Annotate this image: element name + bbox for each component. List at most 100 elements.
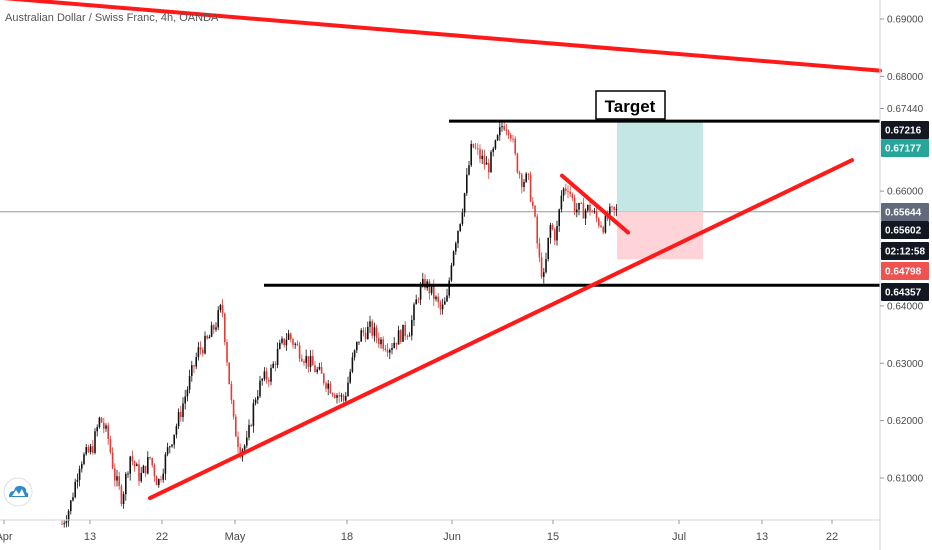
candle-body [173,434,175,445]
candle-body [314,365,316,373]
candle-body [208,336,211,339]
candle [307,356,310,373]
candle [303,359,305,366]
candle [615,204,618,217]
candle-body [587,205,589,211]
tradingview-cloud-icon[interactable] [3,477,33,507]
target-box[interactable] [595,90,666,120]
candle [166,442,169,457]
candle [226,339,228,366]
candle [316,366,318,375]
candle-body [184,396,186,404]
candle-body [195,357,197,367]
candle-body [312,355,314,366]
candle-body [206,335,208,339]
candle [369,315,371,334]
candle-body [417,299,420,301]
candle [593,207,596,214]
candle [114,463,116,487]
candle-body [545,259,547,273]
candle-body [340,395,343,397]
candle [494,139,497,151]
candle-body [268,379,270,382]
candle-body [153,465,156,477]
candle-body [463,193,466,213]
candle-body [430,285,433,294]
rising-support-trendline[interactable] [148,158,854,501]
price-badge-label: 0.67177 [885,144,922,155]
candle [349,368,351,385]
candle [63,520,65,528]
candle-body [166,447,169,455]
candle-body [191,365,193,377]
candle-body [393,342,395,348]
candle-body [72,497,74,501]
candle-body [158,478,160,486]
candle [373,322,376,342]
candle [400,328,402,344]
candle-body [219,305,222,311]
candle-body [584,210,587,219]
candle-body [217,310,219,328]
candle-body [265,371,268,380]
candle-body [81,464,83,469]
candle-body [118,476,120,487]
trendlines[interactable] [0,0,882,501]
candle-body [140,473,142,482]
price-badge: 0.65644 [881,203,929,221]
candle-body [283,338,285,346]
candle [173,434,175,449]
chart-title: Australian Dollar / Swiss Franc, 4h, OAN… [5,12,219,24]
candle-body [120,486,123,505]
candle-body [485,162,488,165]
candle [87,444,90,454]
falling-wedge-trendline[interactable] [560,173,630,235]
candle [367,321,369,340]
candle-body [257,396,259,400]
candle [149,456,151,460]
candle [569,186,571,198]
candle [371,319,373,339]
price-scale[interactable]: 0.690000.680000.674400.660000.650000.640… [879,0,929,550]
candle-body [125,473,127,495]
candle-body [164,454,167,474]
candle [72,492,74,502]
candle [294,342,296,349]
candle [274,361,277,372]
candle-body [547,237,549,260]
profit-zone[interactable] [617,121,703,212]
candle [65,515,68,528]
candle-body [301,358,303,362]
price-badges: 0.67216 0.67177 0.65644 0.65602 02:12:58 0.64… [881,121,929,301]
candle [532,197,534,209]
candle [318,362,321,371]
candle [529,171,532,203]
candle [468,160,470,176]
candle-body [107,425,109,440]
candle [158,478,160,488]
candle-body [248,424,250,438]
candle [151,457,153,468]
candle [175,423,178,439]
candle-body [470,143,472,166]
candle [221,299,224,318]
candle-body [499,127,501,136]
candle [276,342,279,369]
candle-body [373,327,376,336]
candle-body [492,148,494,152]
candle [525,172,527,183]
candle [455,241,457,255]
candle-body [162,473,164,480]
candle-body [408,335,411,337]
candle-body [94,431,96,453]
candle-body [243,445,246,450]
time-tick-label: 13 [756,531,768,543]
time-scale[interactable]: Apr 13 22 May 18 Jun 15 Jul 13 22 [0,519,880,543]
target-annotation[interactable]: Target [595,90,666,120]
horizontal-levels[interactable] [264,119,880,287]
candle [96,424,98,437]
candle [287,329,290,341]
candle-body [103,422,105,429]
long-term-resistance-trendline[interactable] [0,0,882,73]
